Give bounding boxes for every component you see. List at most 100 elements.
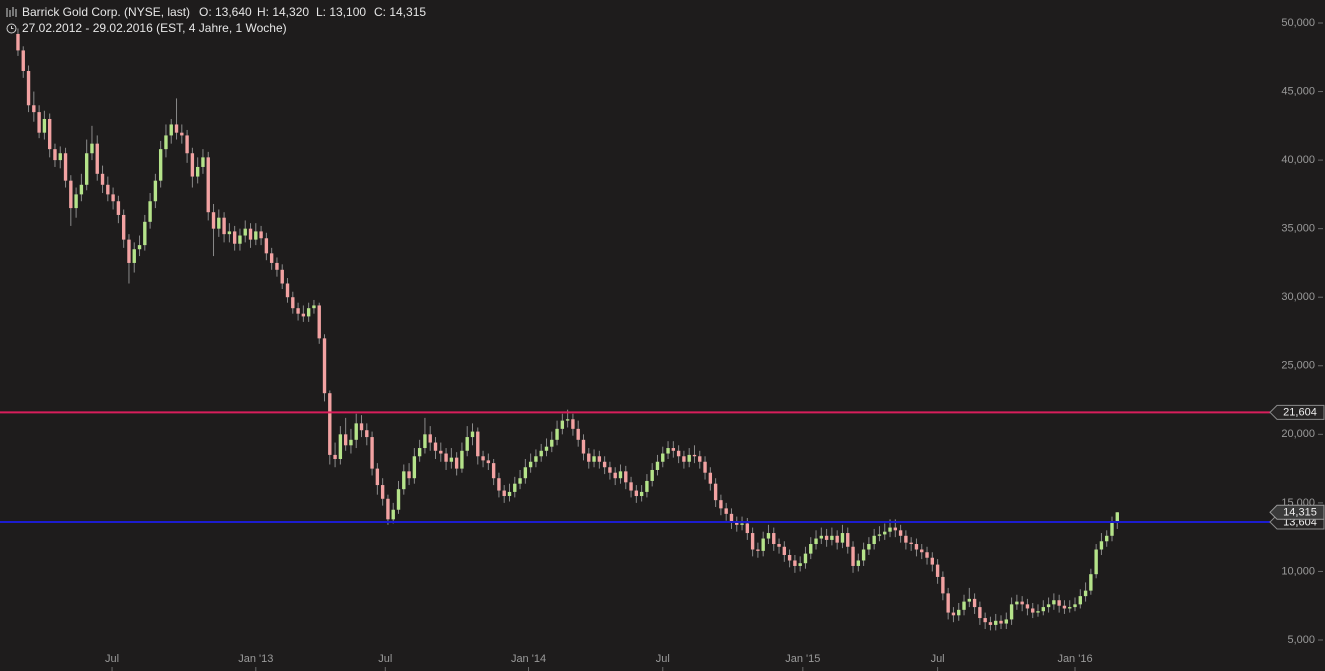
candle-body	[21, 50, 25, 71]
candle-body	[338, 434, 343, 460]
candle-body	[761, 538, 765, 551]
candle-body	[883, 531, 887, 535]
candle-body	[861, 549, 866, 561]
candle-body	[127, 239, 131, 263]
candle-body	[830, 535, 834, 540]
candle-body	[254, 231, 258, 240]
candle-body	[349, 439, 353, 446]
candle-body	[417, 448, 422, 457]
candle-body	[1073, 604, 1077, 608]
candle-body	[507, 491, 512, 497]
y-tick-label: 35,000	[1281, 223, 1315, 235]
candle-body	[317, 305, 321, 339]
candle-body	[994, 620, 998, 625]
candle-body	[856, 560, 861, 566]
candle-body	[602, 461, 607, 468]
hline-tag: 21,604	[1269, 404, 1325, 420]
candle-body	[867, 544, 871, 550]
candle-body	[217, 217, 221, 229]
candle-body	[95, 143, 99, 174]
candle-body	[428, 434, 432, 443]
candle-body	[745, 523, 750, 534]
y-tick-label: 10,000	[1281, 565, 1315, 577]
candle-body	[211, 212, 216, 229]
candle-body	[296, 308, 300, 314]
candle-body	[703, 461, 707, 473]
candle-body	[275, 262, 279, 270]
candle-body	[264, 238, 269, 254]
candle-body	[407, 471, 411, 479]
candle-body	[195, 166, 200, 177]
period: 27.02.2012 - 29.02.2016 (EST, 4 Jahre, 1…	[22, 21, 287, 35]
candle-body	[301, 313, 306, 317]
candle-body	[227, 231, 232, 235]
x-tick-label: Jul	[378, 653, 392, 665]
candle-body	[153, 180, 158, 202]
candle-body	[423, 434, 427, 449]
candle-body	[201, 157, 205, 167]
candle-body	[285, 283, 290, 298]
candle-body	[877, 534, 882, 536]
ohlc-close: C: 14,315	[374, 5, 426, 19]
candle-body	[1025, 604, 1030, 609]
candle-body	[90, 143, 94, 154]
candle-body	[476, 431, 480, 457]
candle-body	[544, 446, 549, 451]
candle-body	[444, 453, 448, 462]
candle-body	[58, 153, 62, 161]
candle-body	[708, 472, 713, 484]
candle-body	[898, 530, 903, 536]
candle-body	[1036, 611, 1040, 613]
candle-body	[1057, 600, 1061, 606]
candle-body	[962, 601, 966, 610]
candle-body	[84, 153, 89, 185]
candle-body	[174, 124, 179, 133]
x-tick-label: Jan '16	[1057, 653, 1092, 665]
candle-body	[523, 467, 528, 479]
candle-body	[639, 491, 644, 497]
candle-body	[951, 612, 956, 616]
candle-body	[190, 153, 195, 177]
candle-body	[555, 428, 559, 440]
candle-body	[946, 593, 950, 613]
candle-body	[814, 538, 818, 545]
candle-body	[74, 194, 78, 209]
candle-body	[671, 448, 676, 451]
y-tick-label: 20,000	[1281, 428, 1315, 440]
candle-body	[692, 454, 697, 457]
ohlc-open: O: 13,640	[199, 5, 252, 19]
candle-body	[756, 549, 760, 551]
candle-body	[624, 471, 628, 483]
candle-body	[343, 434, 348, 446]
candle-body	[375, 468, 380, 486]
candle-body	[539, 450, 543, 457]
candle-body	[735, 522, 739, 525]
ohlc-low: L: 13,100	[316, 5, 366, 19]
candle-body	[988, 622, 993, 625]
candle-body	[1110, 522, 1114, 536]
candle-body	[782, 546, 787, 555]
last-price-tag-box	[1269, 504, 1325, 520]
candle-body	[999, 620, 1003, 624]
candle-body	[835, 535, 839, 543]
candle-body	[106, 184, 110, 195]
candle-body	[37, 112, 41, 133]
candle-body	[888, 527, 892, 532]
candle-body	[729, 513, 734, 523]
candle-body	[687, 454, 691, 462]
candle-body	[222, 217, 226, 235]
candle-body	[513, 483, 517, 492]
candle-body	[365, 430, 369, 438]
candle-body	[32, 105, 36, 113]
candle-body	[132, 249, 136, 263]
candle-body	[909, 542, 913, 545]
candle-body	[978, 607, 982, 619]
candle-body	[1009, 604, 1014, 620]
candle-body	[164, 135, 168, 150]
candle-body	[819, 535, 824, 539]
candle-body	[872, 535, 876, 545]
candle-body	[719, 500, 723, 509]
candle-body	[682, 456, 686, 462]
candle-body	[629, 482, 633, 491]
